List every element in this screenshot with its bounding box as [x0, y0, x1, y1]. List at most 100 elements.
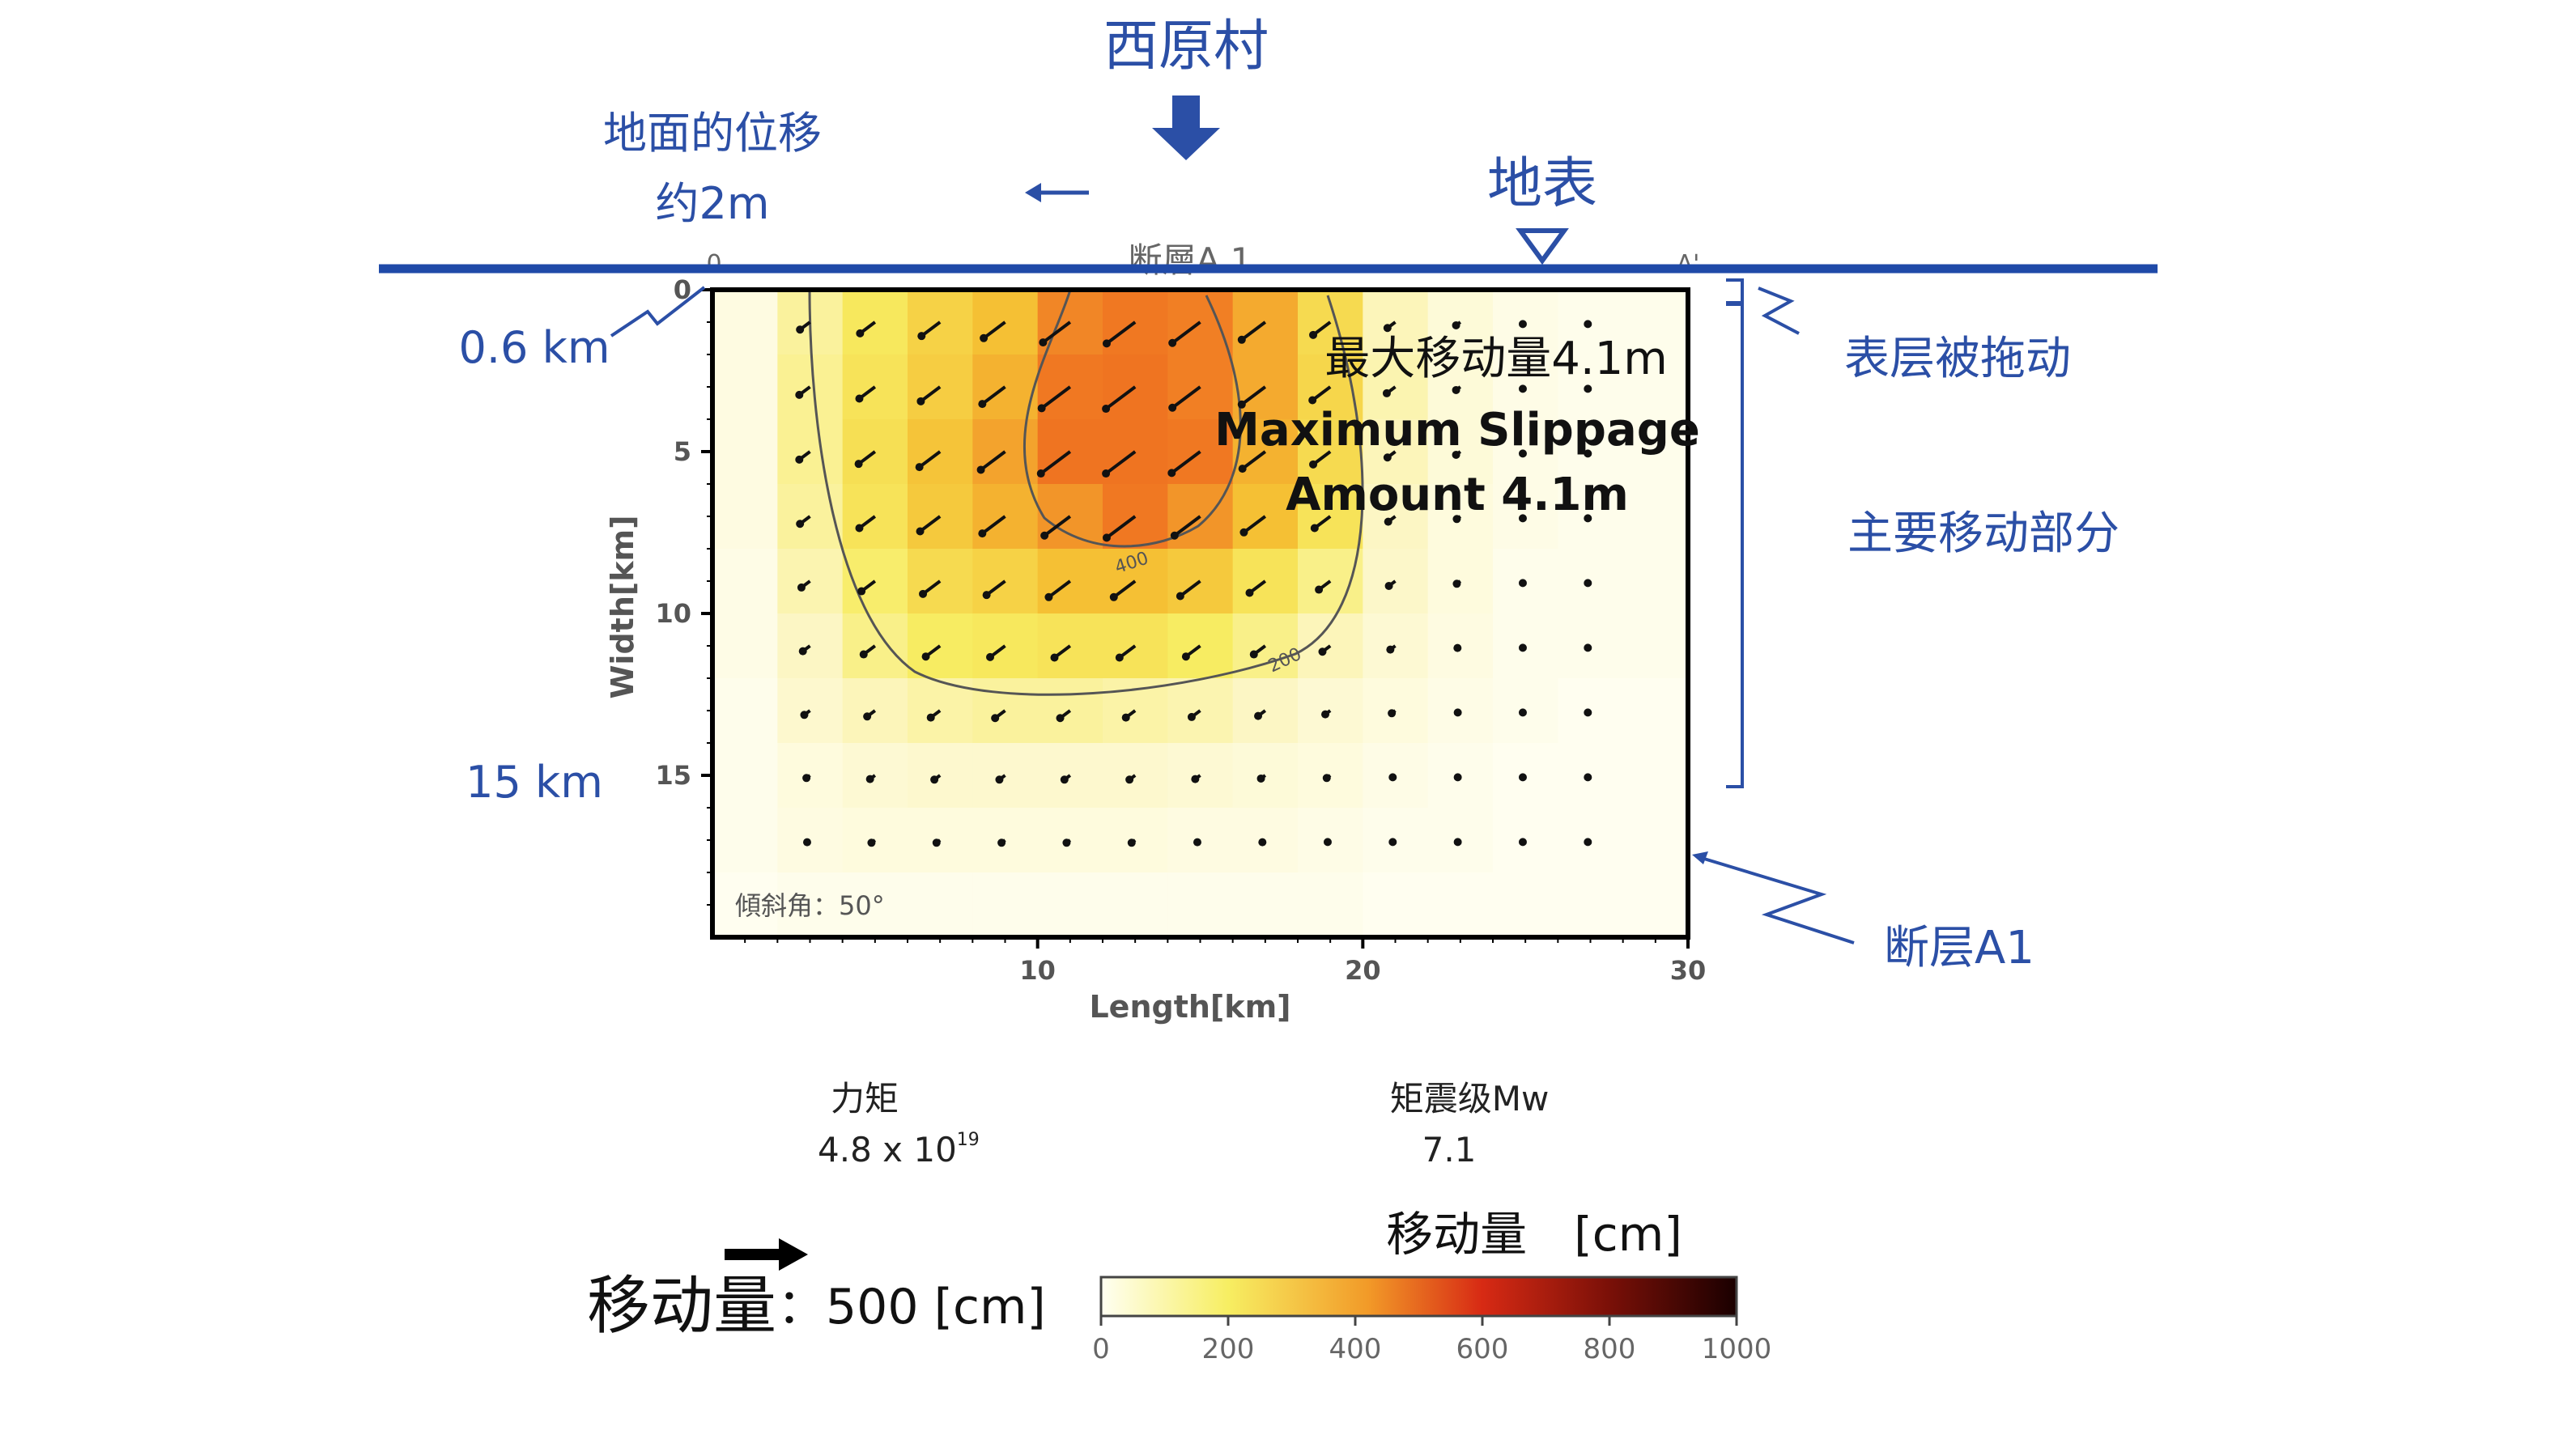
heatmap-cell: [1622, 290, 1688, 355]
slip-vector-head: [1584, 708, 1592, 717]
fault-name-label: 断层A1: [1884, 922, 2034, 974]
heatmap-cell: [1167, 354, 1234, 420]
heatmap-cell: [712, 549, 778, 614]
slip-vector-head: [1321, 710, 1330, 719]
ground-displacement-line2: 约2m: [656, 178, 770, 229]
heatmap-cell: [972, 808, 1039, 873]
heatmap-cell: [842, 678, 908, 744]
slip-vector: [1105, 515, 1137, 540]
heatmap-cell: [1427, 549, 1494, 614]
heatmap-cell: [1232, 549, 1299, 614]
slip-vector-head: [980, 333, 989, 342]
slip-vector-head: [1239, 528, 1248, 537]
fault-top-label: 断層A 1: [1129, 240, 1252, 280]
slip-vector-head: [1388, 709, 1397, 718]
y-axis-title: Width[km]: [605, 516, 640, 699]
heatmap-cell: [1037, 872, 1103, 937]
heatmap-cell: [1622, 613, 1688, 679]
slip-vector: [1243, 515, 1267, 534]
heatmap-cell: [712, 808, 778, 873]
slip-vector-head: [986, 652, 995, 661]
slip-vector-head: [976, 465, 985, 474]
slip-vector-head: [865, 775, 874, 783]
surface-drag-label: 表层被拖动: [1844, 333, 2071, 385]
slip-vector: [1173, 515, 1201, 537]
slip-vector-head: [919, 589, 928, 598]
heatmap-cell: [777, 549, 844, 614]
slip-vector-head: [916, 397, 925, 405]
slip-vector-head: [1191, 775, 1200, 783]
slip-vector-head: [1584, 320, 1592, 329]
heatmap-cell: [1103, 678, 1168, 744]
slip-vector-head: [1237, 400, 1246, 409]
heatmap-cell: [908, 872, 973, 937]
slip-vector-head: [1258, 838, 1267, 847]
fault-pointer-arrowhead-icon: [1692, 851, 1708, 864]
heatmap-cell: [842, 484, 908, 550]
heatmap-cell: [712, 290, 778, 355]
heatmap-cell: [1622, 549, 1688, 614]
slip-vector-head: [1254, 711, 1263, 720]
slip-vector-head: [1187, 712, 1196, 721]
heatmap-cell: [1232, 419, 1299, 485]
slip-vector-head: [915, 463, 924, 472]
y-tick-label: 5: [674, 436, 691, 467]
depth-label-bottom: 15 km: [466, 757, 603, 808]
slip-vector-head: [795, 390, 804, 399]
slip-vector: [982, 320, 1006, 340]
y-tick-label: 15: [655, 760, 691, 791]
heatmap-cell: [712, 613, 778, 679]
slip-vector-head: [1322, 774, 1331, 783]
heatmap-cell: [842, 354, 908, 420]
slip-vector-head: [1518, 320, 1527, 329]
heatmap-cell: [1037, 484, 1103, 550]
y-tick-label: 10: [655, 598, 691, 629]
slip-vector-head: [1310, 524, 1319, 533]
slip-vector-head: [1452, 320, 1460, 329]
heatmap-cell: [1298, 549, 1363, 614]
heatmap-cell: [972, 678, 1039, 744]
slip-vector-head: [1056, 714, 1065, 723]
heatmap-cells: [712, 290, 1688, 937]
slip-vector: [1043, 515, 1072, 537]
magnitude-label: 矩震级Mw: [1390, 1079, 1550, 1119]
slip-vector-head: [863, 712, 872, 721]
heatmap-cell: [1232, 678, 1299, 744]
heatmap-cell: [712, 678, 778, 744]
slip-vector: [1171, 320, 1201, 345]
heatmap-cell: [1363, 872, 1429, 937]
slip-vector-head: [855, 524, 864, 533]
moment-value: 4.8 x 1019: [818, 1130, 980, 1169]
heatmap-cell: [908, 549, 973, 614]
slip-vector-head: [1518, 708, 1527, 717]
heatmap-cell: [1427, 419, 1494, 485]
slip-vector: [1105, 320, 1137, 345]
heatmap-cell: [1103, 613, 1168, 679]
scale-arrow-icon: [725, 1238, 808, 1271]
slip-vector-head: [932, 838, 941, 847]
slip-vector: [1179, 579, 1201, 598]
x-tick-label: 10: [1019, 955, 1056, 986]
heatmap-cell: [1622, 354, 1688, 420]
slip-vector-head: [991, 714, 1000, 723]
heatmap-cell: [972, 872, 1039, 937]
slip-vector-head: [1115, 653, 1124, 662]
slip-vector-head: [1039, 338, 1048, 347]
main-motion-label: 主要移动部分: [1847, 507, 2119, 560]
slip-vector-head: [1193, 838, 1201, 847]
contour-200: [808, 290, 1364, 696]
slip-vector-head: [1181, 652, 1190, 661]
village-label: 西原村: [1103, 15, 1269, 79]
heatmap-cell: [1558, 872, 1624, 937]
slip-vector-head: [1318, 647, 1327, 656]
heatmap-cell: [712, 419, 778, 485]
heatmap-cell: [842, 613, 908, 679]
heatmap-cell: [1103, 419, 1168, 485]
slip-vector-head: [1125, 775, 1134, 784]
heatmap-cell: [1103, 290, 1168, 355]
slip-vector-head: [1388, 838, 1397, 847]
heatmap-cell: [1103, 354, 1168, 420]
squiggle-pointer-surface-drag: [1758, 287, 1800, 335]
heatmap-cell: [1232, 743, 1299, 809]
